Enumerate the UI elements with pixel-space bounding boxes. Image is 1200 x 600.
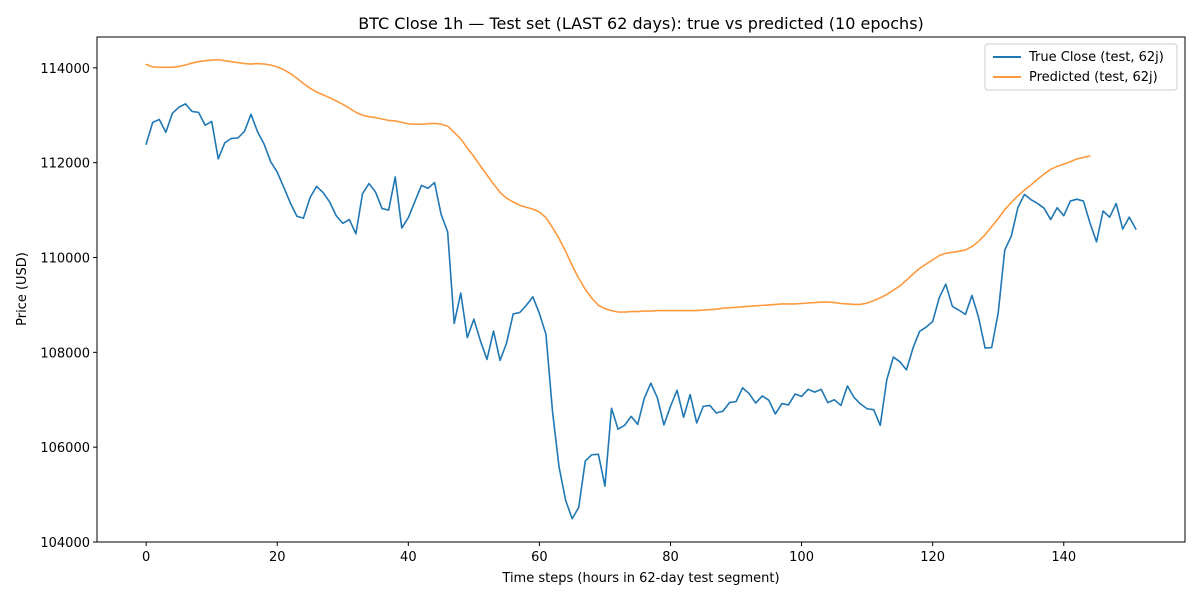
plot-frame (96, 36, 1186, 543)
y-tick-label: 114000 (40, 62, 90, 77)
x-tick-label: 100 (789, 550, 814, 565)
y-tick-label: 104000 (40, 536, 90, 551)
true-close-line (145, 103, 1137, 520)
x-axis: 0 20 40 60 80 100 120 140 (142, 542, 1076, 565)
x-tick-label: 40 (400, 550, 417, 565)
legend-label-true-close: True Close (test, 62j) (1028, 50, 1164, 65)
x-tick-label: 0 (142, 550, 150, 565)
legend-box (984, 43, 1178, 91)
y-tick-label: 108000 (40, 346, 90, 361)
legend: True Close (test, 62j) Predicted (test, … (984, 43, 1178, 91)
y-tick-label: 112000 (40, 157, 90, 172)
plot-area (96, 36, 1186, 543)
legend-label-predicted: Predicted (test, 62j) (1029, 70, 1158, 85)
x-tick-label: 20 (269, 550, 286, 565)
predicted-line (145, 58, 1091, 313)
series-lines (145, 58, 1137, 520)
x-tick-label: 120 (920, 550, 945, 565)
x-axis-label: Time steps (hours in 62-day test segment… (501, 571, 779, 586)
x-tick-label: 60 (531, 550, 548, 565)
y-axis: 104000 106000 108000 110000 112000 114000 (40, 62, 97, 551)
y-tick-label: 106000 (40, 441, 90, 456)
x-tick-label: 140 (1051, 550, 1076, 565)
x-tick-label: 80 (662, 550, 679, 565)
y-tick-label: 110000 (40, 251, 90, 266)
y-axis-label: Price (USD) (15, 252, 30, 326)
chart-title: BTC Close 1h — Test set (LAST 62 days): … (358, 14, 924, 33)
